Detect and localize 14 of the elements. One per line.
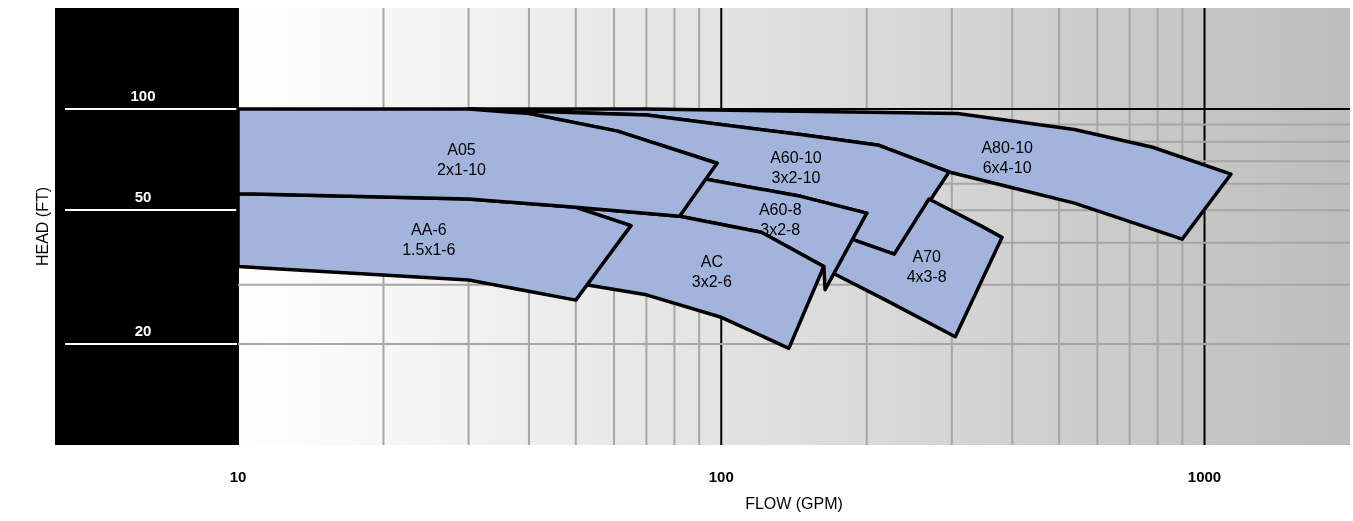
series-label: A70 4x3-8 xyxy=(906,248,947,286)
y-axis-title: HEAD (FT) xyxy=(33,186,51,267)
series-label: A05 2x1-10 xyxy=(437,140,487,178)
series-label: A80-10 6x4-10 xyxy=(981,139,1034,177)
series-label: A60-10 3x2-10 xyxy=(770,149,822,187)
series-label: AA-6 1.5x1-6 xyxy=(402,220,456,258)
x-tick-label: 100 xyxy=(708,468,734,485)
x-tick-label: 10 xyxy=(229,468,247,485)
y-tick-label: 20 xyxy=(134,321,152,339)
y-tick-label: 100 xyxy=(130,87,156,105)
series-label: AC 3x2-6 xyxy=(691,252,732,290)
y-tick-label: 50 xyxy=(134,188,152,206)
x-axis-title: FLOW (GPM) xyxy=(745,494,843,512)
x-tick-label: 1000 xyxy=(1187,468,1222,485)
